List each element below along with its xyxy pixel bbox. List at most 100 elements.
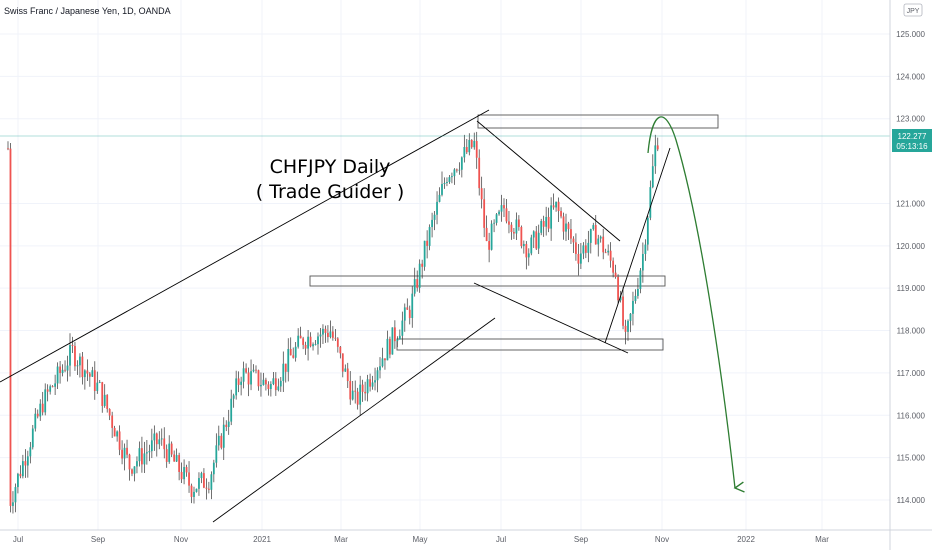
candle-body — [354, 390, 357, 392]
candle-body — [413, 279, 416, 294]
candle-body — [570, 229, 572, 239]
candle-body — [416, 279, 419, 288]
candle-body — [508, 221, 510, 225]
candle-body — [366, 379, 369, 394]
candle-body — [478, 157, 481, 189]
candle-body — [361, 384, 364, 392]
y-tick-label: 125.000 — [896, 30, 925, 39]
candle-body — [133, 466, 136, 474]
currency-badge[interactable]: JPY — [903, 3, 923, 17]
candle-body — [505, 208, 508, 222]
candle-body — [423, 240, 426, 267]
candle-body — [193, 491, 195, 497]
x-tick-label: May — [412, 535, 427, 544]
candle-body — [614, 272, 617, 277]
candle-body — [71, 345, 74, 346]
candle-body — [579, 253, 582, 264]
price-axis[interactable]: 114.000 115.000 116.000 117.000 118.000 119.0… — [896, 30, 925, 505]
candle-body — [346, 368, 349, 382]
candle-body — [379, 366, 381, 371]
candle-body — [66, 365, 69, 371]
candle-body — [599, 236, 602, 239]
candle-body — [634, 295, 637, 301]
candle-body — [624, 325, 627, 332]
last-price-tag[interactable]: 122.277 05:13:16 — [892, 129, 932, 152]
candle-body — [91, 370, 94, 377]
support-zone-upper[interactable] — [309, 275, 666, 287]
resistance-zone[interactable] — [477, 114, 719, 129]
candle-body — [245, 368, 247, 373]
candle-body — [257, 370, 260, 387]
candle-body — [207, 488, 210, 490]
x-tick-label: 2021 — [253, 535, 271, 544]
candle-body — [190, 485, 193, 497]
candle-body — [530, 237, 533, 254]
candle-body — [555, 201, 557, 208]
candle-body — [232, 395, 235, 399]
y-tick-label: 116.000 — [897, 411, 926, 420]
time-axis[interactable]: Jul Sep Nov 2021 Mar May Jul Sep Nov 2022 Mar — [13, 535, 829, 544]
candle-body — [131, 469, 133, 474]
candle-body — [12, 502, 14, 506]
candle-body — [341, 353, 344, 372]
candle-body — [351, 390, 354, 400]
wedge-upper-trendline[interactable] — [476, 120, 621, 242]
candle-body — [79, 356, 81, 366]
candle-body — [14, 487, 17, 503]
candle-body — [594, 225, 597, 245]
bearish-projection-arrow[interactable] — [647, 116, 745, 493]
candle-body — [121, 449, 123, 459]
candle-body — [453, 169, 456, 177]
candle-body — [629, 313, 632, 321]
chart-title: Swiss Franc / Japanese Yen, 1D, OANDA — [4, 6, 171, 16]
candle-body — [44, 389, 47, 413]
candle-body — [200, 473, 203, 479]
x-tick-label: Nov — [655, 535, 669, 544]
candle-body — [19, 473, 22, 477]
x-tick-label: Jul — [496, 535, 506, 544]
candle-body — [145, 452, 148, 454]
x-tick-label: Sep — [91, 535, 106, 544]
candle-body — [468, 139, 471, 153]
candle-body — [473, 140, 476, 148]
wedge-lower-trendline[interactable] — [473, 282, 629, 354]
x-tick-label: Mar — [815, 535, 829, 544]
candle-body — [656, 145, 659, 150]
candle-body — [86, 370, 89, 374]
candle-body — [170, 443, 173, 455]
candle-body — [451, 176, 453, 178]
rally-trendline[interactable] — [604, 147, 671, 344]
x-tick-label: Nov — [174, 535, 188, 544]
y-tick-label: 115.000 — [897, 454, 926, 463]
candle-body — [458, 169, 461, 171]
candle-body — [344, 368, 347, 372]
candle-body — [503, 205, 505, 209]
candle-body — [225, 424, 228, 428]
candle-body — [448, 177, 451, 182]
candle-body — [111, 415, 114, 428]
lower-channel-trendline[interactable] — [212, 317, 496, 523]
candle-body — [480, 188, 483, 200]
candle-body — [475, 140, 478, 158]
grid-lines — [0, 0, 890, 530]
candle-body — [262, 379, 265, 385]
candle-body — [88, 373, 91, 377]
candle-body — [327, 332, 329, 338]
support-zone-lower[interactable] — [396, 338, 664, 351]
candle-body — [436, 201, 438, 215]
candle-body — [567, 223, 570, 230]
candle-body — [426, 240, 429, 246]
candle-body — [359, 384, 362, 405]
candle-body — [317, 336, 319, 345]
candle-body — [565, 223, 567, 232]
candle-body — [108, 409, 111, 416]
candle-body — [537, 232, 540, 249]
candle-body — [431, 219, 433, 228]
candle-body — [284, 363, 287, 372]
candle-body — [460, 157, 463, 170]
upper-channel-trendline[interactable] — [0, 109, 490, 383]
candle-body — [612, 260, 615, 273]
candle-body — [619, 296, 622, 301]
currency-badge-label: JPY — [907, 8, 920, 15]
